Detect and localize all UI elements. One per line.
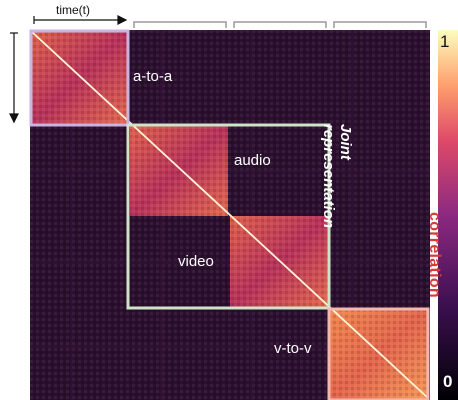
time-axis-arrows [9, 15, 128, 124]
time-axis-label: time(t) [56, 3, 90, 17]
label-audio: audio [234, 152, 271, 169]
box-v-to-v [327, 307, 430, 400]
colorbar-max-label: 1 [440, 32, 450, 51]
label-v-to-v: v-to-v [274, 340, 312, 357]
colorbar-min-label: 0 [443, 372, 453, 391]
colorbar [438, 30, 458, 400]
box-a-to-a [29, 29, 130, 127]
column-brackets [133, 21, 427, 28]
label-a-to-a: a-to-a [133, 68, 173, 85]
joint-representation-label: Joint representation [320, 124, 354, 229]
box-joint [126, 123, 331, 310]
colorbar-title: correlation [426, 212, 443, 298]
label-video: video [178, 253, 214, 270]
diagonal-line [31, 31, 429, 399]
